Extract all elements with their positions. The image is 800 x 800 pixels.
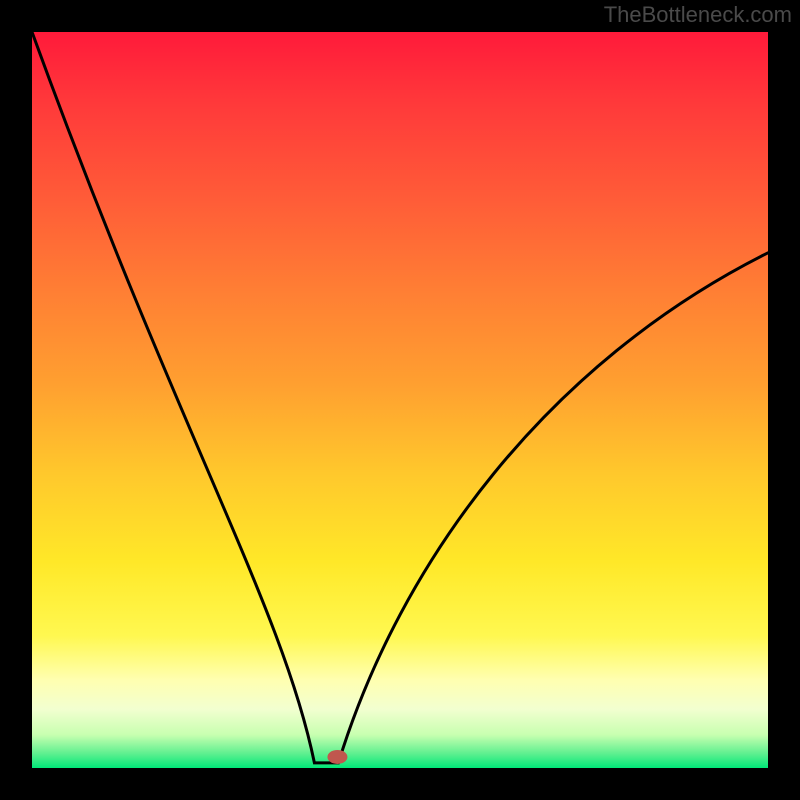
gradient-background: [32, 32, 768, 768]
chart-stage: TheBottleneck.com: [0, 0, 800, 800]
frame-border: [768, 0, 800, 800]
frame-border: [0, 768, 800, 800]
watermark-text: TheBottleneck.com: [604, 2, 792, 28]
bottleneck-chart: [0, 0, 800, 800]
frame-border: [0, 0, 32, 800]
optimum-marker: [327, 750, 347, 764]
